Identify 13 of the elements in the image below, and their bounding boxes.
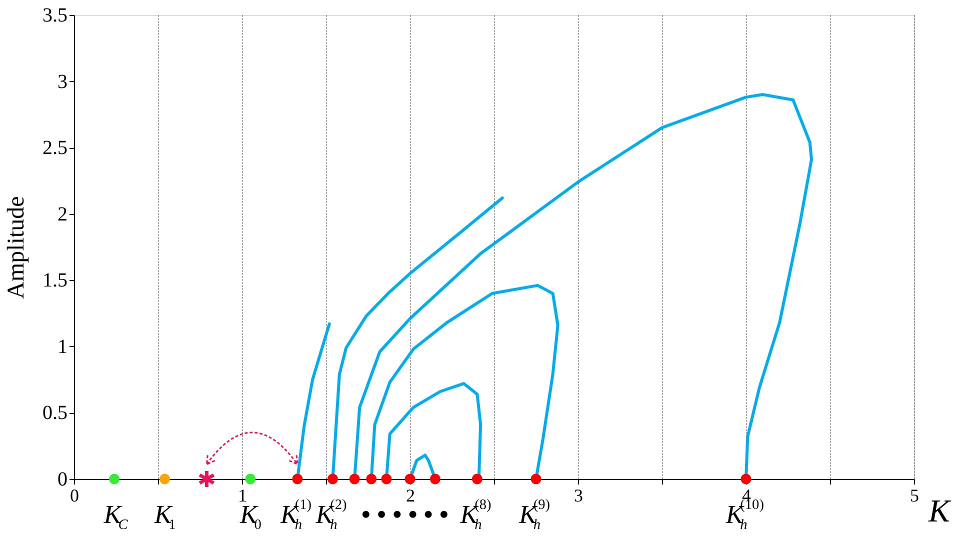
x-tick-label: 5: [910, 486, 919, 506]
y-tick-label: 0: [58, 468, 68, 490]
y-tick-label: 0.5: [42, 402, 68, 424]
y-tick-label: 3: [58, 70, 68, 93]
y-tick-label: 3.5: [42, 4, 68, 26]
y-tick-label: 2: [58, 203, 68, 226]
x-tick-label: 1: [238, 486, 247, 506]
y-tick-label: 1.5: [42, 270, 68, 292]
x-tick-label: 3: [574, 486, 583, 506]
x-axis-title: K: [928, 492, 952, 528]
y-tick-label: 2.5: [42, 137, 68, 160]
y-axis-title: Amplitude: [4, 196, 30, 299]
y-tick-label: 1: [58, 336, 68, 358]
